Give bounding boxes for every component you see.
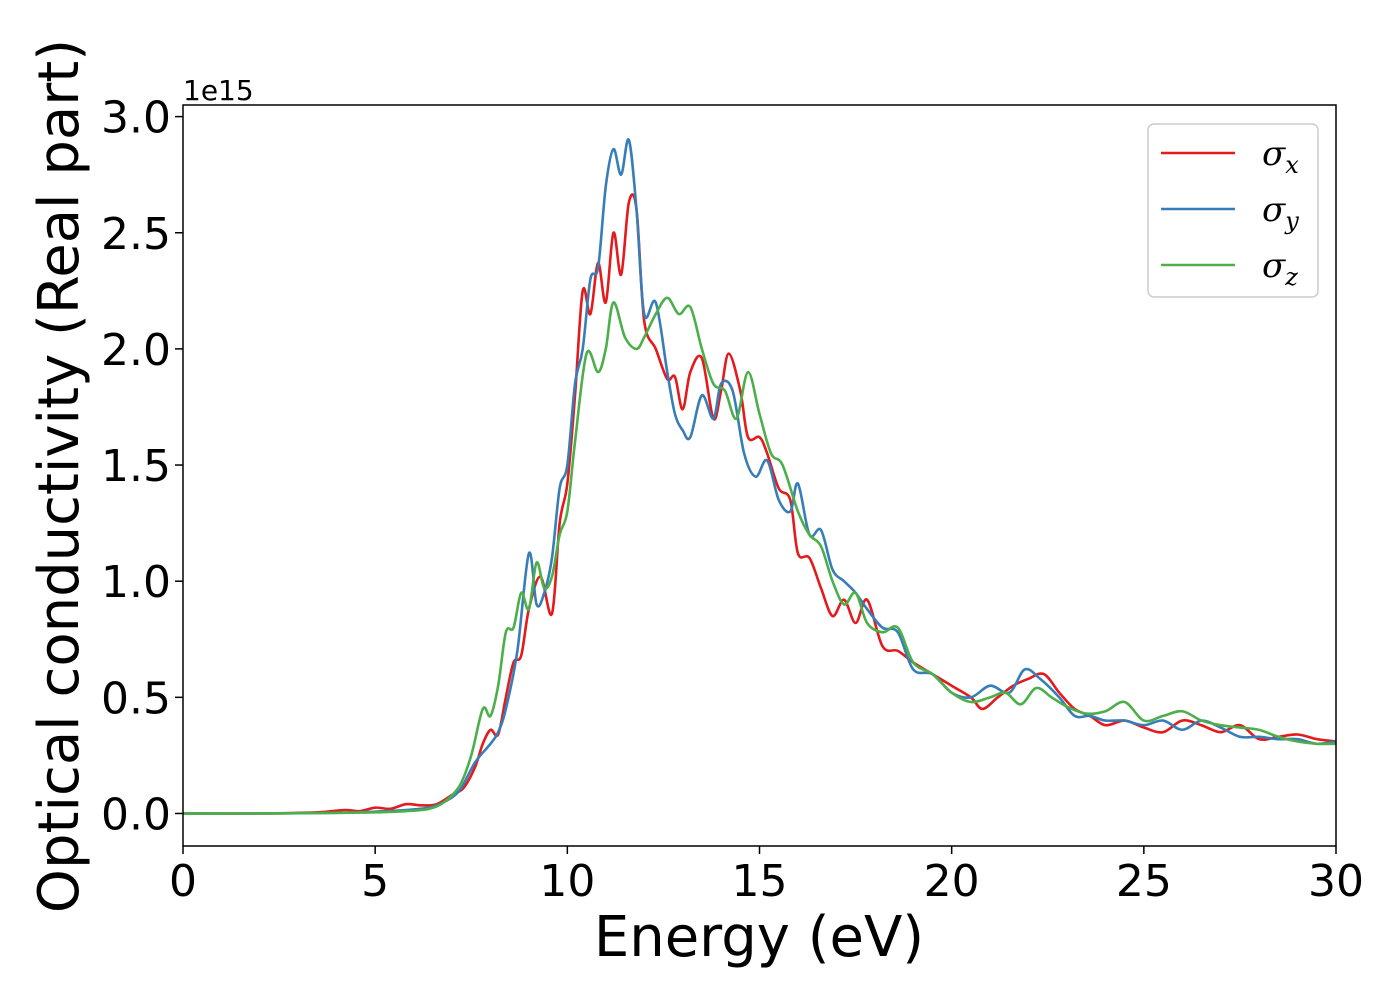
y-tick-label: 2.0 [101, 325, 171, 376]
x-axis-ticks: 0 5 10 15 20 25 30 [169, 846, 1364, 907]
series-layer [183, 138, 1336, 815]
x-tick-label: 0 [169, 856, 197, 907]
y-offset-label: 1e15 [183, 74, 254, 107]
y-tick-label: 0.0 [101, 789, 171, 840]
y-axis-ticks: 0.0 0.5 1.0 1.5 2.0 2.5 3.0 [101, 93, 183, 840]
x-axis-label: Energy (eV) [594, 905, 924, 970]
legend-box [1147, 123, 1319, 298]
y-tick-label: 0.5 [101, 673, 171, 724]
x-tick-label: 30 [1308, 856, 1364, 907]
x-tick-label: 20 [924, 856, 980, 907]
y-tick-label: 2.5 [101, 209, 171, 260]
x-tick-label: 25 [1116, 856, 1172, 907]
series-line-z [183, 296, 1336, 815]
x-tick-label: 10 [539, 856, 595, 907]
x-tick-label: 5 [361, 856, 389, 907]
y-axis-label: Optical conductivity (Real part) [27, 39, 92, 913]
y-tick-label: 3.0 [101, 93, 171, 144]
x-tick-label: 15 [732, 856, 788, 907]
y-tick-label: 1.5 [101, 441, 171, 492]
y-tick-label: 1.0 [101, 557, 171, 608]
